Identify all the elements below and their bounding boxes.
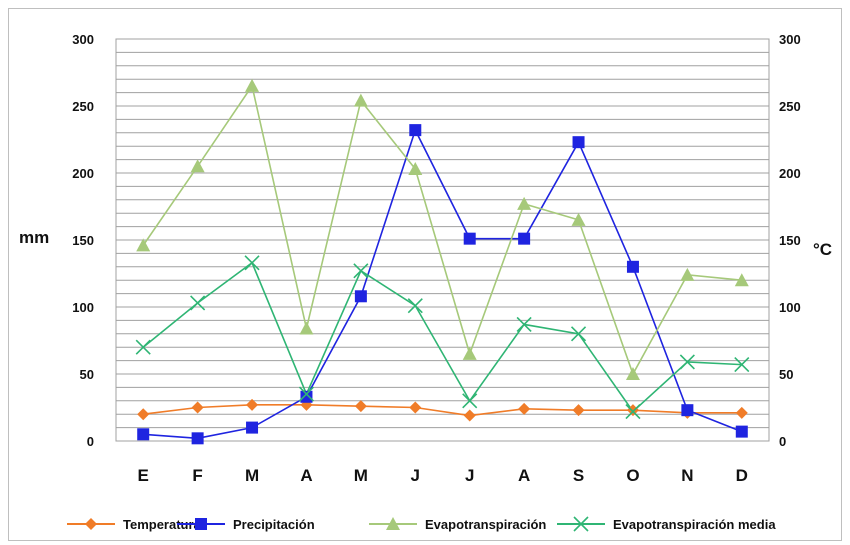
data-point-series-3 — [190, 159, 205, 173]
data-point-series-2 — [463, 232, 476, 245]
data-point-series-1 — [137, 408, 150, 421]
data-point-series-3 — [571, 212, 586, 226]
data-point-series-2 — [409, 124, 422, 137]
data-point-series-3 — [136, 238, 151, 252]
data-point-series-2 — [191, 432, 204, 445]
y-axis-right-label: °C — [813, 240, 832, 259]
legend-label-3: Evapotranspiración — [425, 517, 546, 532]
legend-label-4: Evapotranspiración media — [613, 517, 776, 532]
data-point-series-1 — [354, 400, 367, 413]
x-tick-label: A — [518, 466, 530, 485]
line-chart: 0 50 100 150 200 250 300 0 50 100 150 200 250 300 E F… — [19, 32, 832, 532]
data-point-series-2 — [572, 136, 585, 149]
data-point-series-2 — [735, 425, 748, 438]
x-tick-label: A — [300, 466, 312, 485]
legend-label-2: Precipitación — [233, 517, 315, 532]
x-tick-label: J — [411, 466, 420, 485]
x-tick-label: E — [138, 466, 149, 485]
data-point-series-4 — [353, 263, 369, 279]
y-tick-label-right: 250 — [779, 99, 801, 114]
data-point-series-4 — [625, 403, 641, 420]
data-point-series-4 — [244, 255, 260, 271]
y-tick-label-left: 0 — [87, 434, 94, 449]
chart-frame: 0 50 100 150 200 250 300 0 50 100 150 200 250 300 E F… — [8, 8, 842, 541]
y-tick-label-right: 300 — [779, 32, 801, 47]
x-tick-label: F — [192, 466, 202, 485]
data-point-series-3 — [353, 93, 368, 107]
data-point-series-2 — [681, 404, 694, 417]
legend-marker-3 — [386, 517, 400, 530]
y-tick-label-right: 0 — [779, 434, 786, 449]
y-axis-left-label: mm — [19, 228, 49, 247]
data-point-series-3 — [517, 196, 532, 210]
data-point-series-3 — [680, 267, 695, 281]
data-point-series-1 — [463, 409, 476, 422]
data-point-series-4 — [679, 354, 695, 370]
y-tick-label-left: 300 — [72, 32, 94, 47]
plot-border — [115, 38, 770, 442]
y-tick-label-left: 250 — [72, 99, 94, 114]
y-tick-label-left: 100 — [72, 300, 94, 315]
data-point-series-3 — [734, 273, 749, 287]
y-tick-label-right: 150 — [779, 233, 801, 248]
data-point-series-1 — [518, 402, 531, 415]
legend-label-1: Temperatura — [123, 517, 202, 532]
series-line-2 — [143, 128, 743, 440]
data-point-series-4 — [190, 295, 206, 311]
x-tick-label: S — [573, 466, 584, 485]
y-tick-label-left: 50 — [80, 367, 94, 382]
x-tick-label: M — [354, 466, 368, 485]
data-point-series-3 — [245, 78, 260, 92]
y-tick-label-right: 200 — [779, 166, 801, 181]
data-point-series-2 — [246, 421, 259, 434]
data-point-series-4 — [298, 386, 315, 402]
data-point-series-1 — [572, 404, 585, 417]
data-point-series-4 — [734, 357, 750, 373]
data-point-series-1 — [409, 401, 422, 414]
series-line-3 — [142, 83, 742, 376]
data-point-series-2 — [626, 260, 639, 273]
data-point-series-3 — [462, 346, 477, 360]
y-tick-label-right: 100 — [779, 300, 801, 315]
data-point-series-1 — [191, 401, 204, 414]
data-point-series-2 — [518, 232, 531, 245]
x-tick-label: M — [245, 466, 259, 485]
series-line-1 — [143, 404, 742, 417]
y-tick-label-left: 200 — [72, 166, 94, 181]
legend-marker-4 — [573, 516, 589, 532]
data-point-series-2 — [137, 428, 150, 441]
data-point-series-3 — [625, 367, 640, 380]
y-tick-label-right: 50 — [779, 367, 793, 382]
data-point-series-3 — [408, 161, 423, 175]
x-tick-label: O — [626, 466, 639, 485]
data-point-series-1 — [246, 398, 259, 411]
y-tick-label-left: 150 — [72, 233, 94, 248]
legend-marker-1 — [85, 518, 97, 530]
data-point-series-2 — [300, 390, 313, 403]
data-point-series-4 — [516, 316, 532, 332]
x-tick-label: J — [465, 466, 474, 485]
data-point-series-2 — [354, 290, 367, 303]
x-tick-label: N — [681, 466, 693, 485]
data-point-series-1 — [735, 406, 748, 419]
data-point-series-3 — [299, 321, 314, 335]
series-line-4 — [142, 261, 742, 413]
data-point-series-4 — [135, 339, 151, 355]
data-point-series-1 — [626, 404, 639, 417]
legend-marker-2 — [195, 518, 207, 530]
data-point-series-4 — [462, 393, 478, 409]
data-point-series-4 — [407, 298, 423, 314]
data-point-series-4 — [570, 326, 587, 342]
x-tick-label: D — [736, 466, 748, 485]
